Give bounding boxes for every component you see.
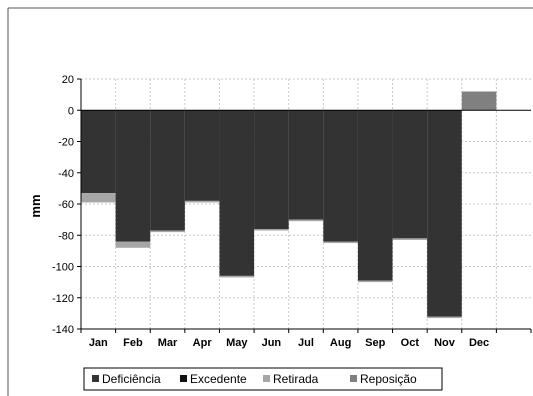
bar-defici-ncia-nov bbox=[427, 110, 462, 317]
bar-defici-ncia-aug bbox=[323, 110, 358, 242]
bars bbox=[81, 91, 497, 319]
x-tick-labels: Jan Feb Mar Apr May Jun Jul Aug Sep Oct Nov Dec bbox=[89, 337, 489, 349]
x-tick-label: Aug bbox=[330, 337, 351, 349]
x-tick-label: Sep bbox=[365, 337, 385, 349]
x-tick-label: Jul bbox=[298, 337, 314, 349]
bar-retirada-jun bbox=[254, 229, 289, 231]
bar-retirada-mar bbox=[150, 230, 185, 233]
bar-defici-ncia-apr bbox=[184, 110, 220, 201]
bar-retirada-aug bbox=[323, 241, 358, 244]
y-tick-label: -60 bbox=[58, 199, 74, 211]
y-tick-label: -40 bbox=[58, 168, 74, 180]
bar-retirada-apr bbox=[184, 200, 220, 203]
legend-swatch bbox=[263, 375, 270, 382]
legend-swatch bbox=[92, 375, 99, 382]
bar-retirada-oct bbox=[392, 238, 428, 240]
x-tick-label: Oct bbox=[401, 337, 420, 349]
x-tick-label: May bbox=[226, 337, 248, 349]
bar-defici-ncia-jun bbox=[254, 110, 289, 229]
x-tick-label: Nov bbox=[434, 337, 456, 349]
bar-defici-ncia-jan bbox=[81, 110, 116, 194]
bar-retirada-nov bbox=[427, 316, 462, 319]
y-tick-label: 0 bbox=[68, 105, 74, 117]
bar-retirada-sep bbox=[357, 280, 393, 283]
x-tick-label: Feb bbox=[123, 337, 143, 349]
bar-defici-ncia-oct bbox=[392, 110, 428, 239]
bar-defici-ncia-sep bbox=[357, 110, 393, 281]
y-tick-label: -120 bbox=[52, 293, 74, 305]
y-tick-label: -80 bbox=[58, 230, 74, 242]
y-tick-label: -100 bbox=[52, 262, 74, 274]
x-tick-label: Dec bbox=[469, 337, 489, 349]
x-tick-label: Mar bbox=[158, 337, 178, 349]
bar-defici-ncia-feb bbox=[115, 110, 151, 242]
bar-defici-ncia-may bbox=[219, 110, 255, 276]
legend: Deficiência Excedente Retirada Reposição bbox=[83, 367, 443, 391]
bar-retirada-jul bbox=[288, 219, 324, 222]
x-tick-label: Apr bbox=[193, 337, 213, 349]
legend-label: Deficiência bbox=[102, 372, 161, 386]
y-tick-label: -20 bbox=[58, 137, 74, 149]
axes bbox=[77, 78, 532, 333]
y-tick-label: -140 bbox=[52, 324, 74, 336]
bar-retirada-jan bbox=[81, 193, 116, 203]
legend-label: Reposição bbox=[360, 372, 417, 386]
bar-defici-ncia-jul bbox=[288, 110, 324, 220]
x-tick-label: Jun bbox=[262, 337, 282, 349]
bar-retirada-feb bbox=[115, 241, 151, 248]
y-tick-labels: -140 -120 -100 -80 -60 -40 -20 0 20 bbox=[52, 74, 74, 336]
legend-swatch bbox=[350, 375, 357, 382]
legend-label: Retirada bbox=[273, 372, 319, 386]
y-axis-label: mm bbox=[28, 194, 43, 217]
legend-swatch bbox=[180, 375, 187, 382]
y-tick-label: 20 bbox=[62, 74, 74, 86]
bar-reposi-o-dec bbox=[461, 91, 497, 111]
legend-label: Excedente bbox=[190, 372, 247, 386]
x-tick-label: Jan bbox=[89, 337, 108, 349]
bar-retirada-may bbox=[219, 275, 255, 278]
bar-defici-ncia-mar bbox=[150, 110, 185, 231]
